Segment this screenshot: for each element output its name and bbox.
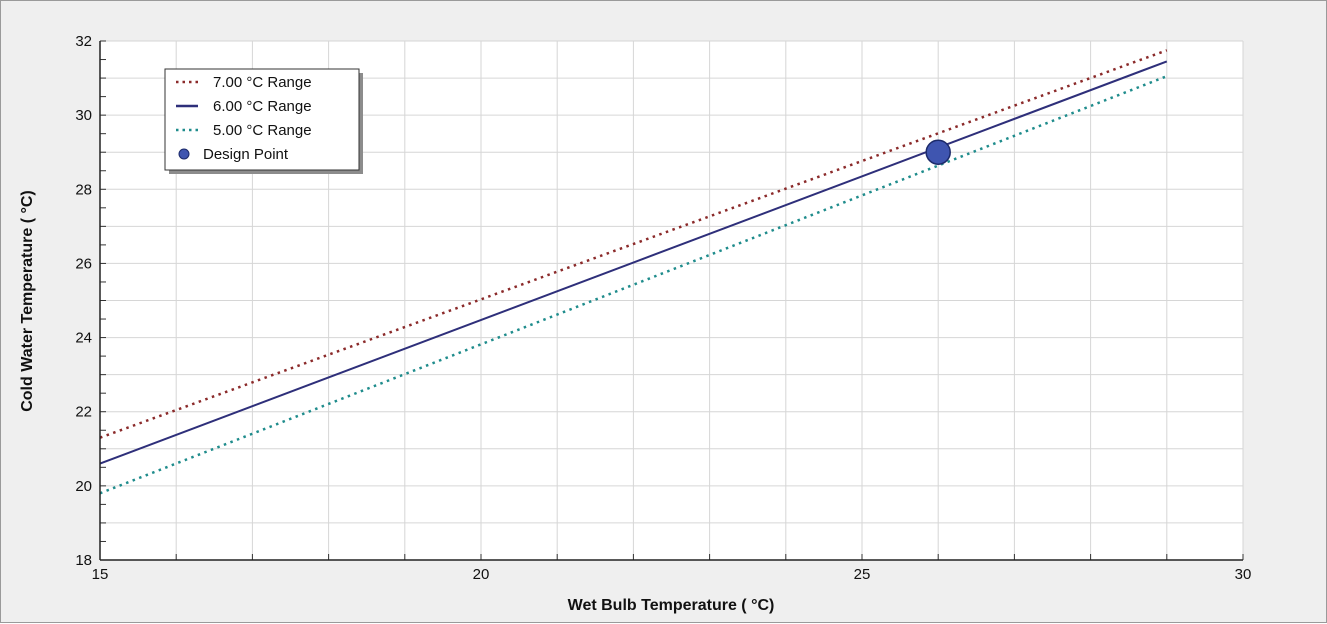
x-tick-label: 20 xyxy=(473,566,490,583)
series-line-2 xyxy=(99,75,1168,495)
legend-label-6c: 6.00 °C Range xyxy=(213,98,312,115)
legend-label-7c: 7.00 °C Range xyxy=(213,74,312,91)
y-tick-label: 24 xyxy=(75,330,92,347)
series-line-0 xyxy=(99,49,1168,439)
y-tick-label: 28 xyxy=(75,181,92,198)
series-line-1 xyxy=(99,60,1168,465)
design-point-layer xyxy=(925,139,951,165)
legend-label-5c: 5.00 °C Range xyxy=(213,122,312,139)
y-axis-label: Cold Water Temperature ( °C) xyxy=(19,190,36,412)
y-tick-label: 30 xyxy=(75,107,92,124)
design-point-marker xyxy=(925,139,951,165)
x-tick-labels: 15 20 25 30 xyxy=(92,566,1252,583)
legend-box xyxy=(164,68,360,171)
series-layer xyxy=(99,49,1168,495)
minor-ticks xyxy=(99,40,1244,561)
legend-label-design-point: Design Point xyxy=(203,146,289,163)
legend: 7.00 °C Range 6.00 °C Range 5.00 °C Rang… xyxy=(164,68,363,174)
y-tick-labels: 18 20 22 24 26 28 30 32 xyxy=(75,33,92,569)
y-tick-label: 26 xyxy=(75,255,92,272)
y-tick-label: 18 xyxy=(75,552,92,569)
y-tick-label: 32 xyxy=(75,33,92,50)
legend-design-point-marker xyxy=(178,148,190,160)
x-tick-label: 15 xyxy=(92,566,109,583)
x-axis-label: Wet Bulb Temperature ( °C) xyxy=(568,597,775,614)
x-tick-label: 30 xyxy=(1235,566,1252,583)
y-tick-label: 20 xyxy=(75,478,92,495)
y-tick-label: 22 xyxy=(75,404,92,421)
x-tick-label: 25 xyxy=(854,566,871,583)
